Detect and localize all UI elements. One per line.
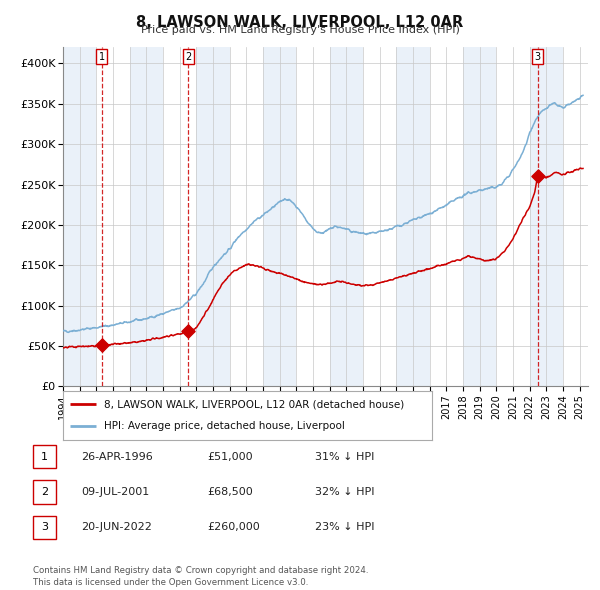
Bar: [130, 47, 163, 386]
Text: 1: 1: [41, 452, 48, 461]
Bar: [463, 47, 496, 386]
Text: 8, LAWSON WALK, LIVERPOOL, L12 0AR: 8, LAWSON WALK, LIVERPOOL, L12 0AR: [136, 15, 464, 30]
Bar: [329, 47, 363, 386]
Text: 2: 2: [185, 52, 191, 62]
Bar: [63, 47, 97, 386]
Point: [184, 326, 193, 336]
Point: [533, 172, 542, 181]
Text: Price paid vs. HM Land Registry's House Price Index (HPI): Price paid vs. HM Land Registry's House …: [140, 25, 460, 35]
Text: 32% ↓ HPI: 32% ↓ HPI: [315, 487, 374, 497]
Bar: [530, 47, 563, 386]
Text: 3: 3: [41, 523, 48, 532]
Text: £51,000: £51,000: [207, 452, 253, 461]
Point: [97, 340, 106, 350]
Text: 09-JUL-2001: 09-JUL-2001: [81, 487, 149, 497]
Text: 2: 2: [41, 487, 48, 497]
Text: 1: 1: [98, 52, 105, 62]
Text: 3: 3: [535, 52, 541, 62]
Text: £260,000: £260,000: [207, 523, 260, 532]
Bar: [397, 47, 430, 386]
Text: 20-JUN-2022: 20-JUN-2022: [81, 523, 152, 532]
Text: 23% ↓ HPI: 23% ↓ HPI: [315, 523, 374, 532]
Text: Contains HM Land Registry data © Crown copyright and database right 2024.
This d: Contains HM Land Registry data © Crown c…: [33, 566, 368, 587]
Text: 8, LAWSON WALK, LIVERPOOL, L12 0AR (detached house): 8, LAWSON WALK, LIVERPOOL, L12 0AR (deta…: [104, 399, 404, 409]
Text: £68,500: £68,500: [207, 487, 253, 497]
Text: 31% ↓ HPI: 31% ↓ HPI: [315, 452, 374, 461]
Text: 26-APR-1996: 26-APR-1996: [81, 452, 153, 461]
Bar: [263, 47, 296, 386]
Text: HPI: Average price, detached house, Liverpool: HPI: Average price, detached house, Live…: [104, 421, 344, 431]
Bar: [196, 47, 230, 386]
